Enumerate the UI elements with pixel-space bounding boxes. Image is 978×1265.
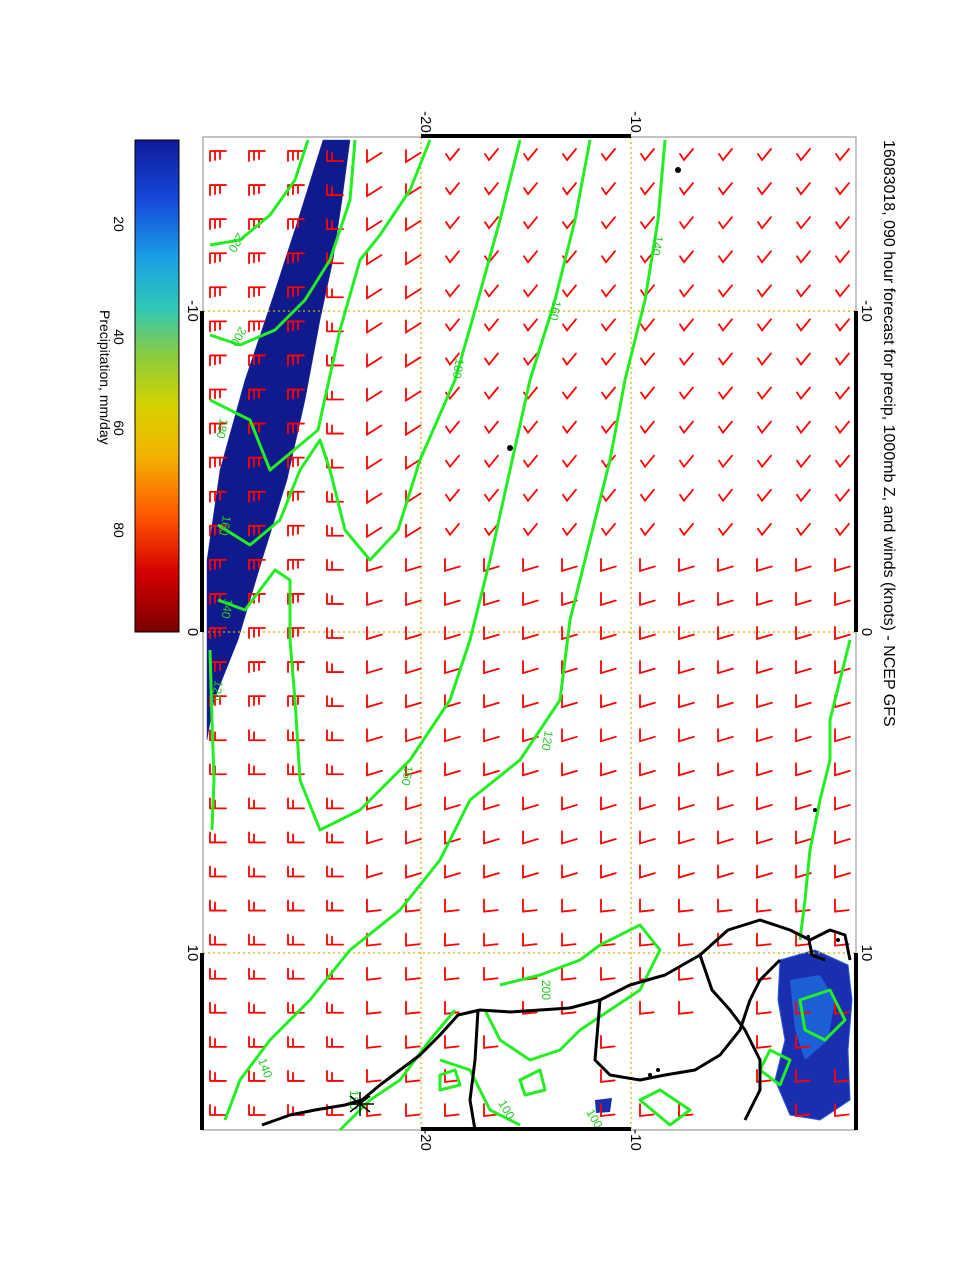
colorbar-label: Precipitation, mm/day bbox=[97, 310, 113, 445]
lon-label-right: -10 bbox=[858, 300, 875, 322]
colorbar-tick: 80 bbox=[111, 522, 127, 538]
lon-label-right: 10 bbox=[858, 945, 875, 962]
lon-label-left: -10 bbox=[184, 300, 201, 322]
lat-label-bottom: -10 bbox=[627, 1129, 644, 1151]
colorbar-tick: 20 bbox=[111, 216, 127, 232]
figure-title: 16083018, 090 hour forecast for precip, … bbox=[880, 140, 897, 727]
lon-label-left: 0 bbox=[184, 628, 201, 636]
contour-label: 200 bbox=[539, 980, 553, 1000]
lat-label-top: -10 bbox=[627, 111, 644, 133]
lat-label-bottom: -20 bbox=[417, 1129, 434, 1151]
lat-label-top: -20 bbox=[417, 111, 434, 133]
lon-label-right: 0 bbox=[858, 628, 875, 636]
colorbar-ramp bbox=[135, 140, 179, 632]
colorbar: 20 40 60 80 Precipitation, mm/day bbox=[97, 140, 179, 632]
lon-label-left: 10 bbox=[184, 945, 201, 962]
